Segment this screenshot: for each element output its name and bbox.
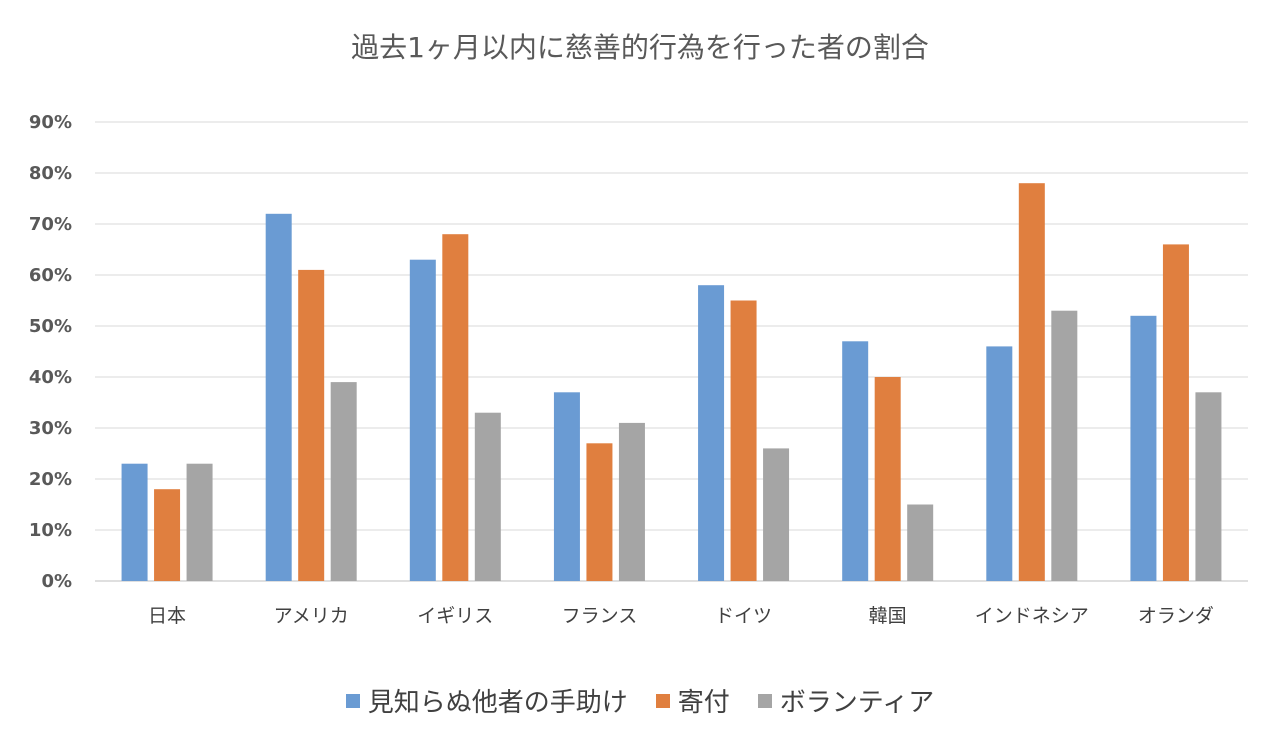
x-category-label: イギリス [417, 605, 493, 627]
legend-item: 見知らぬ他者の手助け [345, 682, 628, 719]
bar-1 [1130, 315, 1157, 581]
legend-label: ボランティア [779, 688, 935, 718]
y-tick-label: 90% [29, 112, 72, 133]
legend-swatch [345, 693, 360, 708]
x-category-label: フランス [562, 605, 638, 627]
y-tick-label: 10% [29, 520, 72, 541]
x-category-label: アメリカ [274, 605, 349, 627]
y-tick-label: 40% [29, 367, 72, 388]
bar-2 [154, 489, 181, 581]
bar-2 [1162, 244, 1189, 581]
bar-1 [842, 341, 869, 581]
bar-3 [474, 412, 501, 581]
y-tick-label: 70% [29, 214, 72, 235]
legend-label: 寄付 [677, 688, 730, 718]
x-category-label: オランダ [1138, 605, 1214, 627]
bar-2 [1018, 183, 1045, 581]
legend: 見知らぬ他者の手助け 寄付 ボランティア [0, 682, 1280, 719]
y-tick-label: 0% [41, 571, 72, 592]
y-tick-label: 30% [29, 418, 72, 439]
bar-1 [265, 213, 292, 582]
legend-swatch [655, 693, 670, 708]
legend-item: 寄付 [655, 682, 730, 719]
bar-3 [330, 382, 357, 581]
x-category-label: ドイツ [715, 605, 772, 627]
y-tick-label: 20% [29, 469, 72, 490]
bar-2 [874, 377, 901, 581]
legend-label: 見知らぬ他者の手助け [367, 688, 628, 718]
bar-1 [121, 463, 148, 581]
bar-2 [298, 269, 325, 581]
bar-1 [553, 392, 580, 581]
bar-2 [442, 234, 469, 581]
bar-3 [1051, 310, 1078, 581]
y-tick-label: 80% [29, 163, 72, 184]
bar-3 [763, 448, 790, 581]
bar-3 [186, 463, 213, 581]
bar-3 [618, 422, 645, 581]
bar-2 [586, 443, 613, 581]
y-tick-label: 50% [29, 316, 72, 337]
x-category-label: 韓国 [869, 605, 907, 627]
bar-1 [986, 346, 1013, 581]
legend-item: ボランティア [757, 682, 935, 719]
bar-3 [1195, 392, 1222, 581]
bar-3 [907, 504, 934, 581]
y-tick-label: 60% [29, 265, 72, 286]
bar-2 [730, 300, 757, 581]
legend-swatch [757, 693, 772, 708]
bar-1 [698, 285, 725, 581]
x-category-label: インドネシア [975, 605, 1089, 627]
x-category-label: 日本 [148, 605, 186, 627]
chart-title: 過去1ヶ月以内に慈善的行為を行った者の割合 [351, 31, 929, 64]
bar-1 [409, 259, 436, 581]
